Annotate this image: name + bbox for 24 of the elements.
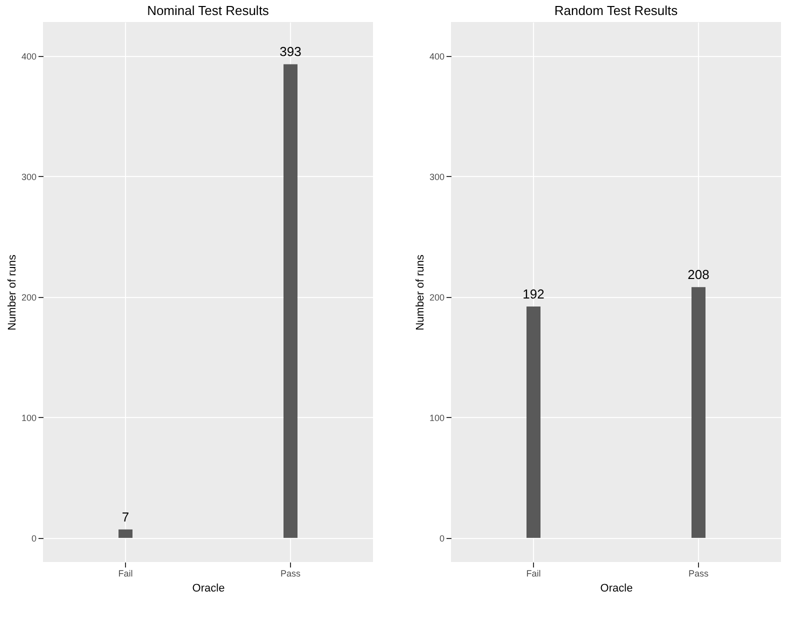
y-tick-label: 100 (21, 412, 36, 423)
x-axis-title: Oracle (192, 582, 225, 594)
y-tick-label: 300 (429, 172, 444, 182)
y-tick-label: 0 (439, 533, 444, 544)
y-tick-label: 100 (429, 412, 444, 423)
x-tick-label: Fail (526, 568, 541, 578)
x-tick-label: Pass (688, 568, 709, 578)
y-tick-label: 0 (31, 533, 36, 544)
y-tick-label: 300 (21, 172, 36, 182)
chart-title: Nominal Test Results (147, 3, 270, 18)
y-axis-title: Number of runs (6, 254, 18, 330)
y-tick-label: 200 (429, 292, 444, 302)
data-label: 208 (688, 267, 710, 282)
chart-title: Random Test Results (554, 3, 678, 18)
y-axis-title: Number of runs (414, 254, 426, 330)
data-label: 7 (122, 509, 130, 524)
data-label: 192 (522, 286, 544, 302)
y-tick-label: 200 (21, 292, 36, 302)
x-tick-label: Fail (118, 568, 133, 578)
y-tick-label: 400 (429, 51, 444, 62)
y-tick-label: 400 (21, 51, 36, 62)
x-axis-title: Oracle (600, 582, 633, 594)
data-label: 393 (280, 44, 302, 60)
x-tick-label: Pass (280, 568, 301, 578)
